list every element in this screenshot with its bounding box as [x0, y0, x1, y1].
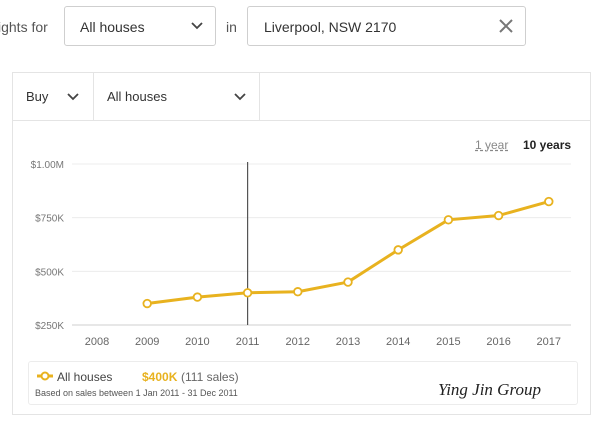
data-point — [293, 287, 303, 297]
y-tick-label: $250K — [35, 321, 64, 332]
range-1-year-link[interactable]: 1 year — [475, 138, 509, 152]
x-tick-label: 2009 — [135, 336, 159, 348]
location-field[interactable]: Liverpool, NSW 2170 — [247, 6, 526, 46]
watermark-text: Ying Jin Group — [438, 380, 541, 399]
x-tick-label: 2013 — [336, 336, 360, 348]
chevron-down-icon — [67, 93, 79, 101]
chart-property-type-value: All houses — [107, 89, 167, 104]
legend-date-range-note: Based on sales between 1 Jan 2011 - 31 D… — [35, 388, 238, 398]
legend-sales-count: (111 sales) — [181, 370, 239, 384]
data-point — [443, 215, 454, 225]
x-tick-label: 2015 — [436, 336, 460, 348]
x-tick-label: 2010 — [185, 336, 209, 348]
buy-rent-dropdown[interactable]: Buy — [13, 73, 94, 121]
data-point — [544, 196, 554, 207]
chart-property-type-dropdown[interactable]: All houses — [94, 73, 260, 121]
y-tick-label: $1.00M — [31, 160, 64, 171]
divider — [260, 120, 590, 121]
series-line — [147, 200, 550, 306]
x-tick-label: 2014 — [386, 336, 410, 348]
data-point — [242, 288, 253, 298]
price-chart-card: Buy All houses — [12, 72, 591, 415]
y-tick-label: $500K — [35, 267, 64, 278]
x-tick-label: 2016 — [486, 336, 510, 348]
series-marker-icon — [37, 371, 53, 381]
x-tick-label: 2011 — [236, 336, 260, 348]
property-type-dropdown[interactable]: All houses — [64, 6, 216, 46]
close-icon[interactable] — [495, 15, 517, 37]
data-point — [393, 245, 403, 255]
data-point — [142, 298, 152, 309]
legend-price: $400K — [142, 370, 178, 384]
chevron-down-icon — [234, 93, 246, 101]
x-tick-label: 2012 — [286, 336, 310, 348]
x-tick-label: 2017 — [537, 336, 561, 348]
legend-series-name: All houses — [57, 370, 113, 384]
mode-value: Buy — [26, 89, 49, 104]
search-prefix-text: ights for — [0, 19, 48, 35]
range-10-years-link[interactable]: 10 years — [523, 138, 572, 152]
location-value: Liverpool, NSW 2170 — [264, 19, 397, 35]
data-point — [343, 277, 353, 287]
chart-legend: All houses $400K (111 sales) Based on sa… — [28, 361, 578, 405]
x-tick-label: 2008 — [85, 336, 109, 348]
property-type-value: All houses — [80, 19, 145, 35]
search-connector-text: in — [226, 19, 237, 35]
chevron-down-icon — [191, 22, 203, 30]
y-tick-label: $750K — [35, 214, 64, 225]
data-point — [192, 292, 203, 302]
data-point — [493, 210, 504, 221]
